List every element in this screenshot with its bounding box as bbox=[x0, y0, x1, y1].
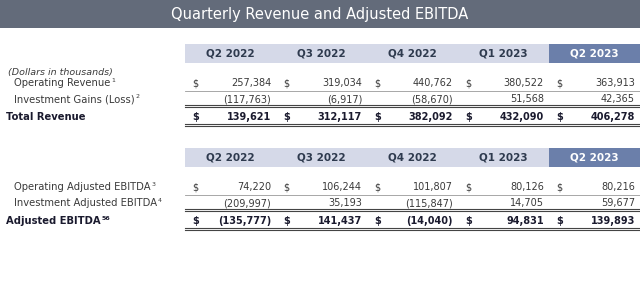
Text: (117,763): (117,763) bbox=[223, 94, 271, 104]
Text: $: $ bbox=[192, 182, 198, 192]
Text: 319,034: 319,034 bbox=[322, 78, 362, 88]
Text: $: $ bbox=[283, 78, 289, 88]
Text: $: $ bbox=[283, 182, 289, 192]
Text: (6,917): (6,917) bbox=[326, 94, 362, 104]
Text: $: $ bbox=[374, 216, 381, 226]
Text: $: $ bbox=[374, 78, 380, 88]
Bar bbox=[185, 148, 276, 167]
Text: $: $ bbox=[192, 216, 199, 226]
Text: (Dollars in thousands): (Dollars in thousands) bbox=[8, 67, 113, 76]
Text: $: $ bbox=[465, 182, 471, 192]
Text: 56: 56 bbox=[102, 215, 110, 221]
Text: 80,126: 80,126 bbox=[510, 182, 544, 192]
Text: 257,384: 257,384 bbox=[231, 78, 271, 88]
Text: 14,705: 14,705 bbox=[510, 198, 544, 208]
Text: (135,777): (135,777) bbox=[218, 216, 271, 226]
Text: Q4 2022: Q4 2022 bbox=[388, 152, 437, 163]
Bar bbox=[185, 44, 276, 63]
Text: 106,244: 106,244 bbox=[322, 182, 362, 192]
Text: Quarterly Revenue and Adjusted EBITDA: Quarterly Revenue and Adjusted EBITDA bbox=[172, 7, 468, 22]
Text: 1: 1 bbox=[111, 78, 115, 83]
Text: 94,831: 94,831 bbox=[506, 216, 544, 226]
Text: $: $ bbox=[556, 216, 563, 226]
Text: $: $ bbox=[283, 216, 290, 226]
Bar bbox=[0, 0, 640, 28]
Bar bbox=[276, 148, 367, 167]
Text: 101,807: 101,807 bbox=[413, 182, 453, 192]
Text: 141,437: 141,437 bbox=[317, 216, 362, 226]
Text: Investment Gains (Loss): Investment Gains (Loss) bbox=[14, 94, 134, 104]
Text: 380,522: 380,522 bbox=[504, 78, 544, 88]
Text: Total Revenue: Total Revenue bbox=[6, 112, 86, 122]
Text: $: $ bbox=[374, 182, 380, 192]
Text: (58,670): (58,670) bbox=[412, 94, 453, 104]
Text: 440,762: 440,762 bbox=[413, 78, 453, 88]
Text: Adjusted EBITDA: Adjusted EBITDA bbox=[6, 216, 100, 226]
Text: Q1 2023: Q1 2023 bbox=[479, 49, 528, 59]
Text: Q2 2023: Q2 2023 bbox=[570, 152, 619, 163]
Bar bbox=[367, 44, 458, 63]
Text: 4: 4 bbox=[158, 197, 162, 202]
Text: $: $ bbox=[465, 78, 471, 88]
Text: Q2 2023: Q2 2023 bbox=[570, 49, 619, 59]
Text: 382,092: 382,092 bbox=[408, 112, 453, 122]
Text: Q3 2022: Q3 2022 bbox=[297, 49, 346, 59]
Text: Operating Revenue: Operating Revenue bbox=[14, 78, 110, 88]
Text: 35,193: 35,193 bbox=[328, 198, 362, 208]
Text: $: $ bbox=[283, 112, 290, 122]
Text: 59,677: 59,677 bbox=[601, 198, 635, 208]
Bar bbox=[458, 44, 549, 63]
Text: 139,893: 139,893 bbox=[591, 216, 635, 226]
Text: (209,997): (209,997) bbox=[223, 198, 271, 208]
Text: Operating Adjusted EBITDA: Operating Adjusted EBITDA bbox=[14, 182, 150, 192]
Text: 406,278: 406,278 bbox=[591, 112, 635, 122]
Text: 3: 3 bbox=[152, 181, 156, 186]
Text: $: $ bbox=[465, 216, 472, 226]
Text: 2: 2 bbox=[136, 94, 140, 99]
Bar bbox=[276, 44, 367, 63]
Text: 80,216: 80,216 bbox=[601, 182, 635, 192]
Text: $: $ bbox=[192, 112, 199, 122]
Text: 363,913: 363,913 bbox=[595, 78, 635, 88]
Text: Q4 2022: Q4 2022 bbox=[388, 49, 437, 59]
Text: (14,040): (14,040) bbox=[406, 216, 453, 226]
Text: Investment Adjusted EBITDA: Investment Adjusted EBITDA bbox=[14, 198, 157, 208]
Bar bbox=[458, 148, 549, 167]
Text: Q2 2022: Q2 2022 bbox=[206, 49, 255, 59]
Text: $: $ bbox=[374, 112, 381, 122]
Text: $: $ bbox=[192, 78, 198, 88]
Text: 42,365: 42,365 bbox=[601, 94, 635, 104]
Text: 74,220: 74,220 bbox=[237, 182, 271, 192]
Text: Q1 2023: Q1 2023 bbox=[479, 152, 528, 163]
Text: 139,621: 139,621 bbox=[227, 112, 271, 122]
Text: $: $ bbox=[556, 78, 562, 88]
Text: 51,568: 51,568 bbox=[510, 94, 544, 104]
Text: Q2 2022: Q2 2022 bbox=[206, 152, 255, 163]
Text: (115,847): (115,847) bbox=[405, 198, 453, 208]
Bar bbox=[549, 44, 640, 63]
Text: 312,117: 312,117 bbox=[317, 112, 362, 122]
Text: $: $ bbox=[465, 112, 472, 122]
Text: $: $ bbox=[556, 182, 562, 192]
Text: Q3 2022: Q3 2022 bbox=[297, 152, 346, 163]
Bar bbox=[549, 148, 640, 167]
Text: 432,090: 432,090 bbox=[500, 112, 544, 122]
Bar bbox=[367, 148, 458, 167]
Text: $: $ bbox=[556, 112, 563, 122]
